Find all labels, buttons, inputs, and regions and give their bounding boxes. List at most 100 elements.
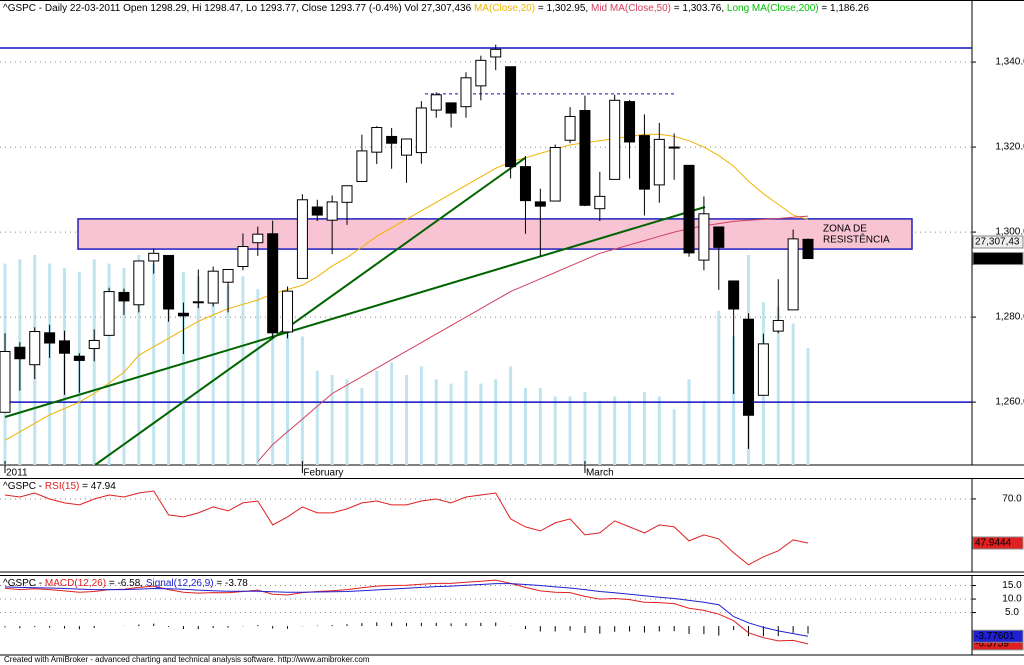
candle-body	[534, 201, 546, 207]
candle-body	[252, 233, 264, 244]
volume-bar	[92, 259, 96, 465]
line-series	[4, 583, 809, 637]
volume-bar	[687, 379, 691, 465]
header-part: Long MA(Close,200)	[727, 3, 819, 14]
candle-body	[192, 301, 204, 304]
volume-bar	[330, 375, 334, 465]
trend-line	[4, 206, 706, 418]
candle-body	[14, 346, 26, 360]
header-part: = -6.58,	[106, 578, 146, 589]
y-tick-label: 70.0	[1002, 494, 1022, 505]
volume-bar	[776, 306, 780, 465]
volume-bar	[256, 289, 260, 465]
candle-body	[698, 213, 710, 261]
last-value-label: 47.9444	[975, 538, 1012, 549]
volume-bar	[434, 379, 438, 465]
resistance-zone	[77, 218, 913, 250]
volume-bar	[806, 347, 810, 465]
y-tick-label: 10.0	[1002, 594, 1022, 605]
candle-body	[802, 238, 814, 260]
candle-body	[29, 331, 41, 366]
header-part: ^GSPC - Daily 22-03-2011 Open 1298.29, H…	[3, 3, 474, 14]
volume-bar	[375, 370, 379, 465]
candle-body	[311, 206, 323, 216]
volume-bar	[494, 379, 498, 465]
header-part: = 1,303.76,	[671, 3, 727, 14]
candle-body	[356, 150, 368, 182]
x-tick-label: February	[303, 468, 343, 479]
candle-body	[133, 260, 145, 306]
volume-bar	[449, 383, 453, 465]
volume-bar	[479, 383, 483, 465]
header-part: = -3.78	[214, 578, 249, 589]
volume-bar	[791, 323, 795, 465]
candle-body	[73, 355, 85, 361]
candle-body	[490, 48, 502, 58]
candle-body	[564, 115, 576, 141]
candle-body	[549, 146, 561, 202]
volume-bar	[538, 387, 542, 465]
volume-bar	[523, 387, 527, 465]
candle-body	[222, 268, 234, 283]
volume-bar	[107, 263, 111, 465]
candle-body	[88, 339, 100, 350]
candle-body	[653, 138, 665, 186]
last-value-label: -3.77601	[975, 631, 1015, 642]
y-tick-label: 1,300.0	[995, 227, 1024, 238]
header-part: = 47.94	[79, 481, 116, 492]
volume-bar	[553, 396, 557, 465]
last-value-box	[972, 252, 1024, 266]
candle-body	[148, 252, 160, 262]
candle-body	[757, 343, 769, 396]
volume-bar	[196, 276, 200, 465]
volume-bar	[167, 259, 171, 465]
volume-bar	[628, 400, 632, 465]
candle-body	[282, 290, 294, 333]
volume-bar	[672, 409, 676, 465]
panel-header: ^GSPC - Daily 22-03-2011 Open 1298.29, H…	[3, 3, 869, 14]
footer: Created with AmiBroker - advanced charti…	[4, 655, 370, 664]
candle-body	[44, 332, 56, 344]
last-value-box	[972, 235, 1024, 249]
candle-body	[713, 226, 725, 248]
candle-body	[58, 340, 70, 354]
y-tick-label: 15.0	[1002, 580, 1022, 591]
volume-bar	[583, 392, 587, 465]
volume-bar	[360, 387, 364, 465]
volume-bar	[181, 272, 185, 465]
candle-body	[267, 233, 279, 334]
candle-body	[163, 254, 175, 310]
last-value-label: -6.5759	[975, 639, 1009, 650]
candle-body	[594, 195, 606, 210]
candle-body	[103, 291, 115, 336]
volume-bar	[405, 375, 408, 465]
trend-line	[94, 157, 526, 466]
volume-bar	[286, 293, 290, 465]
line-series	[4, 490, 809, 566]
volume-bar	[464, 370, 468, 465]
volume-bar	[345, 379, 349, 465]
candle-body	[624, 101, 636, 143]
candle-body	[118, 291, 130, 302]
header-part: MA(Close,20)	[474, 3, 535, 14]
header-part: ^GSPC -	[3, 578, 45, 589]
line-series	[257, 215, 809, 462]
candle-body	[638, 135, 650, 190]
candle-body	[505, 66, 517, 168]
x-tick-label: 2011	[6, 468, 28, 479]
volume-bar	[509, 366, 513, 465]
last-value-label: 27,307,43	[975, 237, 1020, 248]
header-part: RSI(15)	[45, 481, 79, 492]
candle-body	[445, 102, 457, 114]
candle-body	[401, 138, 412, 156]
y-tick-label: 1,340.0	[995, 57, 1024, 68]
volume-bar	[657, 396, 661, 465]
line-series	[4, 579, 809, 645]
volume-bar	[717, 310, 721, 465]
volume-bar	[598, 400, 602, 465]
volume-bar	[152, 263, 156, 465]
volume-bar	[732, 336, 736, 465]
candle-body	[237, 246, 249, 268]
